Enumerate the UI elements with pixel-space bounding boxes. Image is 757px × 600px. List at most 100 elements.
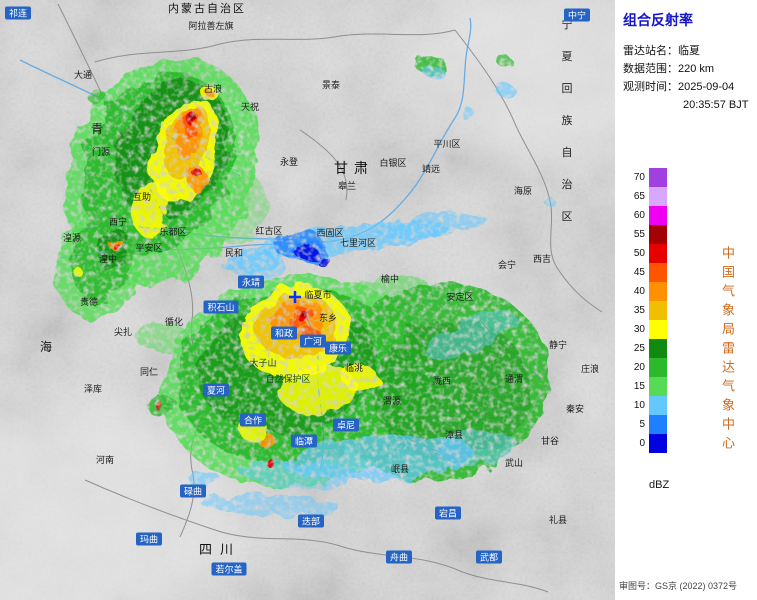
county-label: 漳县 — [445, 429, 463, 440]
radar-echo — [299, 311, 307, 317]
terrain-highland — [0, 400, 240, 600]
range-line: 数据范围：220 km — [623, 60, 757, 78]
radar-echo — [131, 180, 169, 236]
county-label: 靖远 — [422, 163, 440, 174]
county-label: 临夏市 — [304, 289, 331, 300]
radar-echo — [89, 92, 111, 108]
county-label: 海原 — [514, 185, 532, 196]
radar-site-marker — [289, 291, 301, 303]
scale-value: 65 — [633, 191, 645, 202]
radar-echo — [156, 403, 164, 411]
terrain-highland — [410, 0, 615, 160]
color-scale-row: 0 — [623, 434, 669, 453]
scale-value: 15 — [633, 381, 645, 392]
radar-echo — [315, 255, 329, 265]
county-label: 东乡 — [319, 312, 337, 323]
color-scale: 70 65 60 55 50 45 40 35 30 25 20 15 10 5 0 dBZ — [623, 168, 669, 491]
range-value: 220 km — [678, 63, 715, 76]
town-label: 和政 — [275, 328, 293, 339]
town-label-box — [300, 334, 326, 348]
town-label: 永靖 — [242, 277, 260, 288]
county-label: 白银区 — [379, 157, 406, 168]
radar-echo — [259, 435, 277, 449]
town-label: 临潭 — [295, 436, 313, 447]
time-date: 2025-09-04 — [678, 81, 735, 94]
county-label: 湟中 — [99, 253, 117, 264]
town-label-box — [564, 8, 590, 22]
radar-echo — [497, 57, 513, 67]
scale-value: 55 — [633, 229, 645, 240]
town-label: 祁连 — [9, 8, 27, 19]
town-label: 迭部 — [302, 516, 320, 527]
county-label: 乐都区 — [159, 226, 186, 237]
county-label: 天祝 — [241, 101, 259, 112]
county-label: 岷县 — [391, 464, 409, 474]
agency-watermark: 中国气象局雷达气象中心 — [720, 246, 735, 455]
unit-label: dBZ — [649, 479, 670, 491]
radar-echo — [191, 115, 197, 123]
color-scale-row: 10 — [623, 396, 669, 415]
radar-map: 内蒙古自治区 阿拉善左旗 甘肃 四川 青海 宁夏回族自治区 安定区 会宁 西吉 海原 静宁 庄浪 秦安甘… — [0, 0, 615, 600]
town-label: 积石山 — [207, 302, 234, 313]
radar-echo — [377, 213, 487, 239]
scale-swatch — [649, 396, 667, 415]
time-line: 观测时间：2025-09-04 — [623, 78, 757, 96]
color-scale-row: 45 — [623, 263, 669, 282]
time-label: 观测时间： — [623, 81, 678, 94]
county-label: 甘谷 — [541, 435, 559, 446]
radar-echo — [204, 89, 212, 95]
scale-swatch — [649, 187, 667, 206]
town-label: 中宁 — [568, 10, 586, 21]
province-border — [299, 129, 348, 201]
town-label-box — [5, 6, 31, 20]
color-scale-row: 65 — [623, 187, 669, 206]
county-label: 循化 — [165, 316, 183, 327]
county-label: 大通 — [74, 69, 92, 80]
radar-echo — [495, 84, 515, 96]
station-label: 雷达站名： — [623, 45, 678, 57]
town-label: 卓尼 — [337, 420, 355, 431]
county-label: 榆中 — [381, 273, 399, 284]
town-label: 武都 — [480, 552, 498, 563]
province-border — [94, 29, 456, 63]
town-label: 广河 — [304, 336, 322, 347]
scale-value: 60 — [633, 210, 645, 221]
scale-value: 20 — [633, 362, 645, 373]
province-label: 青 — [91, 122, 103, 136]
province-label-vertical: 宁夏回族自治区 — [562, 17, 573, 223]
radar-echo — [280, 365, 356, 415]
town-label-box — [180, 484, 206, 498]
county-label: 贵德 — [80, 296, 98, 307]
province-label: 内蒙古自治区 — [168, 1, 246, 15]
town-label-box — [203, 383, 229, 397]
radar-echo — [200, 494, 340, 516]
town-label: 玛曲 — [140, 535, 158, 545]
radar-echo — [192, 167, 200, 177]
county-label: 尖扎 — [114, 326, 132, 337]
county-label: 陇西 — [433, 375, 451, 386]
radar-echo — [295, 244, 317, 260]
county-label: 湟源 — [63, 232, 81, 243]
scale-value: 10 — [633, 400, 645, 411]
station-value: 临夏 — [678, 45, 700, 57]
town-label-box — [238, 275, 264, 289]
color-scale-row: 5 — [623, 415, 669, 434]
county-label: 太子山 — [249, 357, 276, 368]
town-label: 夏河 — [207, 385, 225, 396]
info-panel: 组合反射率 雷达站名：临夏 数据范围：220 km 观测时间：2025-09-0… — [615, 0, 757, 600]
county-label: 渭源 — [383, 396, 401, 406]
radar-echo — [230, 249, 286, 281]
radar-echo — [267, 460, 275, 468]
town-label-box — [476, 550, 502, 564]
county-label: 景泰 — [322, 79, 340, 90]
county-label: 通渭 — [505, 374, 523, 384]
scale-swatch — [649, 244, 667, 263]
town-label: 碌曲 — [184, 487, 202, 497]
county-label: 民和 — [225, 248, 243, 258]
scale-value: 45 — [633, 267, 645, 278]
radar-echo — [374, 319, 530, 461]
radar-echo — [460, 109, 476, 119]
